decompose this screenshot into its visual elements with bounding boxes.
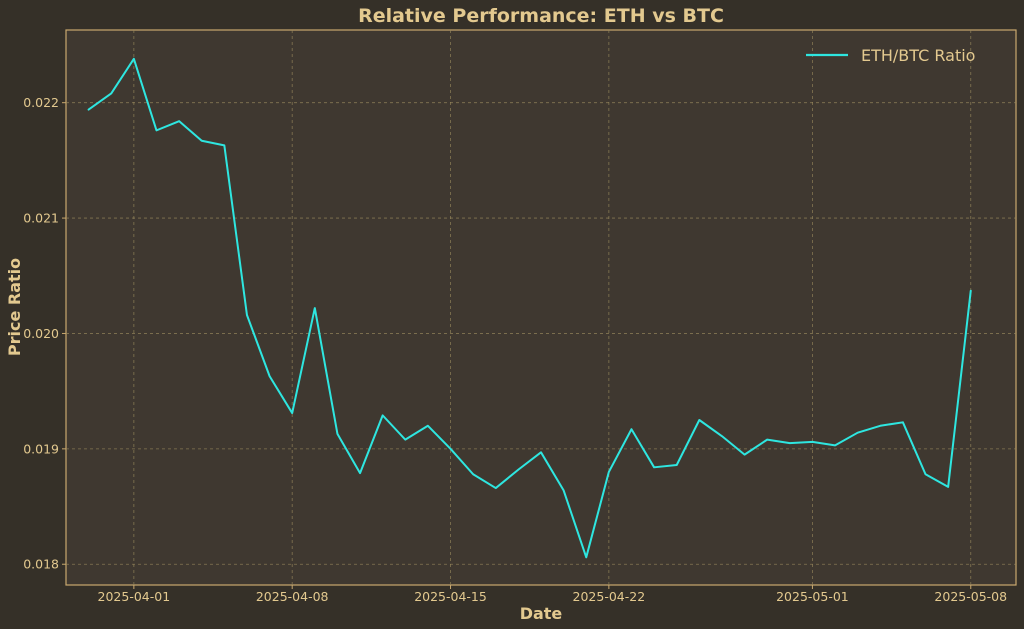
x-tick-label: 2025-04-01 [98,589,171,604]
x-tick-label: 2025-04-15 [414,589,487,604]
y-tick-label: 0.020 [23,326,59,341]
y-tick-label: 0.019 [23,441,59,456]
y-tick-label: 0.021 [23,211,59,226]
x-axis-ticks: 2025-04-01 2025-04-08 2025-04-15 2025-04-22… [98,585,1007,604]
x-tick-label: 2025-04-08 [256,589,329,604]
x-tick-label: 2025-04-22 [573,589,646,604]
y-tick-label: 0.018 [23,557,59,572]
x-tick-label: 2025-05-01 [776,589,849,604]
y-axis-title: Price Ratio [5,258,24,356]
legend-label-eth-btc-ratio: ETH/BTC Ratio [861,46,975,65]
legend: ETH/BTC Ratio [806,46,975,65]
y-axis-ticks: 0.018 0.019 0.020 0.021 0.022 [23,95,66,572]
chart-title: Relative Performance: ETH vs BTC [358,5,724,27]
x-axis-title: Date [520,604,563,623]
series-line-eth-btc-ratio [87,57,972,559]
y-tick-label: 0.022 [23,95,59,110]
series-layer [87,57,972,559]
plot-area [65,29,1017,586]
x-tick-label: 2025-05-08 [934,589,1007,604]
grid-layer [66,30,1016,585]
